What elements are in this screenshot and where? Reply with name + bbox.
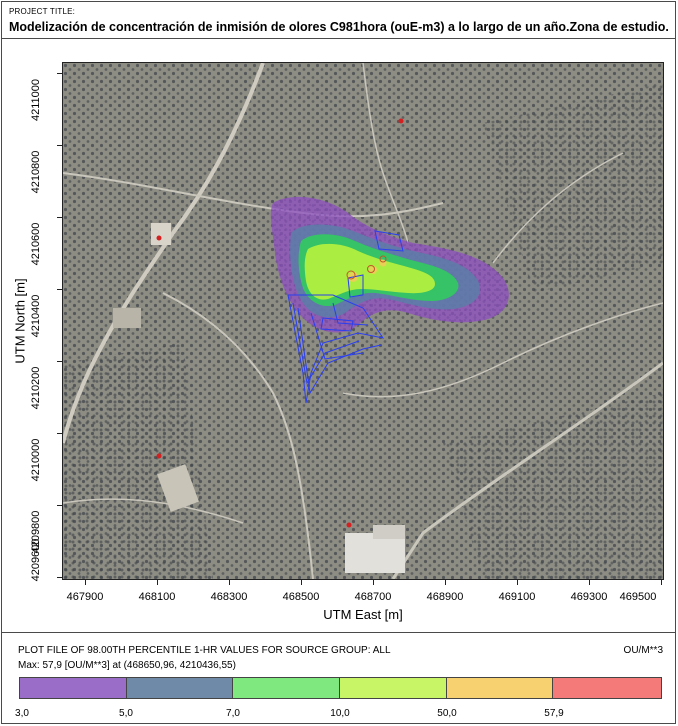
x-tickmark bbox=[157, 580, 158, 585]
tank bbox=[379, 255, 387, 263]
tank bbox=[346, 270, 356, 280]
y-tickmark bbox=[57, 289, 62, 290]
farm-building bbox=[113, 308, 141, 328]
max-value-text: Max: 57,9 [OU/M**3] at (468650,96, 42104… bbox=[18, 660, 236, 671]
y-tickmark bbox=[57, 577, 62, 578]
x-tickmark bbox=[373, 580, 374, 585]
dense-grove bbox=[483, 83, 663, 293]
bin-label: 57,9 bbox=[544, 708, 564, 719]
road bbox=[391, 361, 663, 579]
x-tick-label: 467900 bbox=[66, 591, 104, 603]
dirt-path bbox=[63, 498, 244, 524]
color-bin-swatch bbox=[126, 678, 234, 698]
dense-grove bbox=[443, 393, 663, 579]
receptor-point[interactable] bbox=[398, 118, 404, 124]
x-tickmark bbox=[85, 580, 86, 585]
y-tickmark bbox=[57, 361, 62, 362]
y-tickmark bbox=[57, 73, 62, 74]
color-bin-swatch bbox=[20, 678, 127, 698]
color-bin-swatch bbox=[340, 678, 447, 698]
color-scale-bar bbox=[19, 677, 662, 699]
legend-panel bbox=[1, 632, 676, 724]
y-tick-label: 4210800 bbox=[30, 150, 42, 194]
project-title: Modelización de concentración de inmisió… bbox=[9, 20, 669, 34]
x-tickmark bbox=[229, 580, 230, 585]
units-label: OU/M**3 bbox=[623, 645, 663, 656]
dirt-path bbox=[362, 63, 409, 244]
source-outlines bbox=[287, 230, 404, 404]
y-tick-label: 4210200 bbox=[30, 366, 42, 410]
x-tick-label: 468700 bbox=[354, 591, 392, 603]
x-tickmark bbox=[589, 580, 590, 585]
bin-label: 3,0 bbox=[15, 708, 29, 719]
x-axis-label: UTM East [m] bbox=[323, 607, 403, 622]
tank bbox=[367, 265, 375, 273]
color-bin-swatch bbox=[446, 678, 554, 698]
x-tickmark bbox=[517, 580, 518, 585]
dirt-path bbox=[342, 302, 663, 398]
industrial-building bbox=[345, 533, 405, 573]
y-tick-label: 4209600 bbox=[30, 538, 42, 582]
y-axis-label: UTM North [m] bbox=[12, 278, 28, 364]
bin-label: 7,0 bbox=[226, 708, 240, 719]
map-area[interactable] bbox=[62, 62, 664, 580]
dense-grove bbox=[63, 343, 213, 579]
x-tick-label: 468100 bbox=[138, 591, 176, 603]
y-tickmark bbox=[57, 433, 62, 434]
main-road bbox=[63, 63, 265, 444]
y-tick-label: 4211000 bbox=[30, 78, 42, 122]
x-tick-label: 469100 bbox=[498, 591, 536, 603]
color-bin-swatch bbox=[233, 678, 341, 698]
receptor-point[interactable] bbox=[156, 453, 162, 459]
bin-label: 5,0 bbox=[119, 708, 133, 719]
map-canvas[interactable] bbox=[63, 63, 663, 579]
y-tickmark bbox=[57, 145, 62, 146]
x-tick-label: 468300 bbox=[210, 591, 248, 603]
dirt-path bbox=[492, 152, 624, 264]
y-tickmark bbox=[57, 505, 62, 506]
color-bin-swatch bbox=[553, 678, 662, 698]
bin-label: 50,0 bbox=[437, 708, 457, 719]
y-tick-label: 4210000 bbox=[30, 438, 42, 482]
bin-label: 10,0 bbox=[330, 708, 350, 719]
x-tick-label: 468500 bbox=[282, 591, 320, 603]
x-tickmark bbox=[445, 580, 446, 585]
farm-building bbox=[157, 464, 199, 512]
y-tick-label: 4210400 bbox=[30, 294, 42, 338]
x-tick-label: 469500 bbox=[619, 591, 657, 603]
x-tickmark bbox=[301, 580, 302, 585]
y-tickmark bbox=[57, 217, 62, 218]
dirt-path bbox=[162, 292, 314, 579]
x-tick-label: 469300 bbox=[570, 591, 608, 603]
receptor-point[interactable] bbox=[156, 235, 162, 241]
x-tickmark bbox=[661, 580, 662, 585]
x-tick-label: 468900 bbox=[426, 591, 464, 603]
plot-description: PLOT FILE OF 98.00TH PERCENTILE 1-HR VAL… bbox=[18, 645, 391, 656]
y-tick-label: 4210600 bbox=[30, 222, 42, 266]
farm-building bbox=[151, 223, 171, 245]
receptor-point[interactable] bbox=[346, 522, 352, 528]
project-title-label: PROJECT TITLE: bbox=[9, 7, 76, 16]
title-box: PROJECT TITLE: Modelización de concentra… bbox=[1, 1, 676, 39]
industrial-building bbox=[373, 525, 405, 539]
